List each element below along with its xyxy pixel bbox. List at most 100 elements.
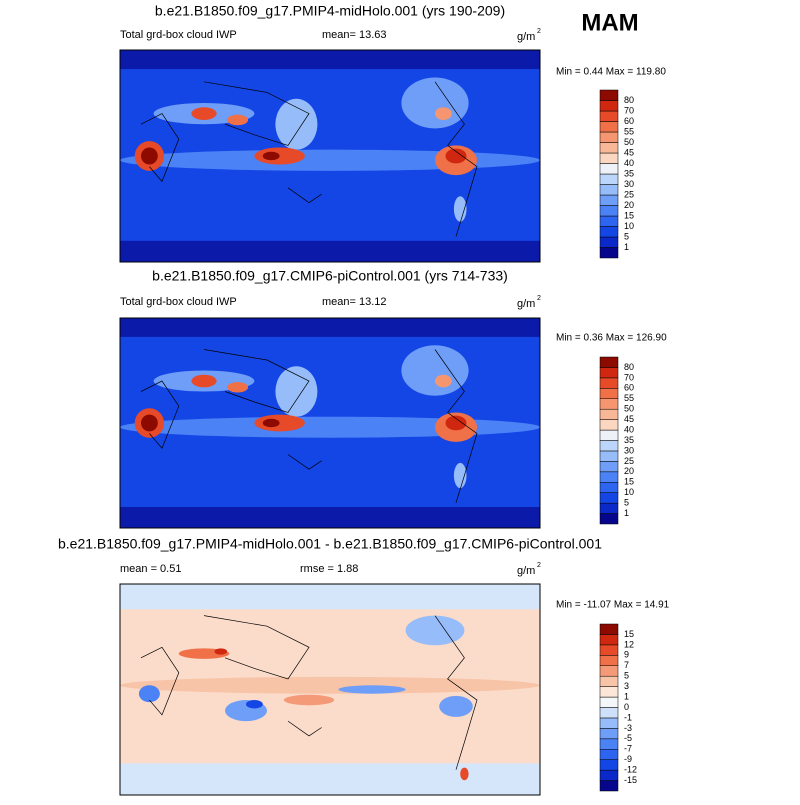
panel-title: b.e21.B1850.f09_g17.PMIP4-midHolo.001 - … xyxy=(58,536,602,552)
coastline xyxy=(434,81,478,237)
units-label: g/m xyxy=(517,31,535,43)
map-feature xyxy=(120,676,540,694)
map-feature xyxy=(120,416,540,438)
map-feature xyxy=(262,418,280,428)
min-max-label: Min = 0.36 Max = 126.90 xyxy=(556,333,667,344)
colorbar-box xyxy=(599,780,619,792)
colorbar-box xyxy=(599,623,619,635)
colorbar-label: -7 xyxy=(624,744,632,754)
colorbar-label: 15 xyxy=(624,629,634,639)
coastline xyxy=(203,615,310,680)
colorbar-box xyxy=(599,121,619,133)
colorbar-box xyxy=(599,367,619,379)
coastline xyxy=(287,187,322,204)
colorbar-label: 25 xyxy=(624,456,634,466)
colorbar-label: 45 xyxy=(624,414,634,424)
panel-title: b.e21.B1850.f09_g17.PMIP4-midHolo.001 (y… xyxy=(155,3,505,19)
colorbar-box xyxy=(599,236,619,248)
colorbar-box xyxy=(599,131,619,143)
colorbar-box xyxy=(599,634,619,646)
mean-label: mean= 13.12 xyxy=(322,296,387,308)
colorbar-label: 50 xyxy=(624,137,634,147)
colorbar-label: 70 xyxy=(624,372,634,382)
mean-label: mean = 0.51 xyxy=(120,563,181,575)
colorbar-label: 50 xyxy=(624,404,634,414)
colorbar-box xyxy=(599,398,619,410)
colorbar-label: 5 xyxy=(624,498,629,508)
map-feature xyxy=(214,648,228,655)
map-feature xyxy=(191,374,217,388)
map-feature xyxy=(120,507,540,528)
map-feature xyxy=(227,382,249,393)
colorbar-label: 7 xyxy=(624,660,629,670)
colorbar-box xyxy=(599,461,619,473)
colorbar-label: 40 xyxy=(624,424,634,434)
map-feature xyxy=(246,700,263,709)
colorbar-box xyxy=(599,717,619,729)
map-feature xyxy=(227,114,249,126)
map-feature xyxy=(120,318,540,337)
colorbar-box xyxy=(599,377,619,389)
colorbar-box xyxy=(599,728,619,740)
map-feature xyxy=(275,98,318,150)
colorbar-label: 30 xyxy=(624,445,634,455)
colorbar-label: 35 xyxy=(624,168,634,178)
colorbar-label: -12 xyxy=(624,765,637,775)
colorbar-box xyxy=(599,356,619,368)
colorbar-box xyxy=(599,696,619,708)
colorbar-label: 3 xyxy=(624,681,629,691)
colorbar-box xyxy=(599,152,619,164)
units-exponent: 2 xyxy=(537,562,541,569)
coastline xyxy=(203,349,310,413)
map-feature xyxy=(445,148,467,164)
min-max-label: Min = -11.07 Max = 14.91 xyxy=(556,600,670,611)
colorbar-label: 20 xyxy=(624,200,634,210)
colorbar-label: 1 xyxy=(624,691,629,701)
colorbar-box xyxy=(599,450,619,462)
colorbar-box xyxy=(599,142,619,154)
variable-label: Total grd-box cloud IWP xyxy=(120,296,237,308)
map-feature xyxy=(141,414,158,432)
colorbar-box xyxy=(599,100,619,112)
map-feature xyxy=(439,695,473,717)
colorbar-label: 5 xyxy=(624,671,629,681)
colorbar-box xyxy=(599,471,619,483)
colorbar-box xyxy=(599,686,619,698)
colorbar-label: 40 xyxy=(624,158,634,168)
map-feature xyxy=(405,615,465,646)
mean-label: mean= 13.63 xyxy=(322,29,387,41)
colorbar-box xyxy=(599,184,619,196)
map-border xyxy=(119,317,541,529)
units-label: g/m xyxy=(517,565,535,577)
map-border xyxy=(119,583,541,796)
colorbar-label: 25 xyxy=(624,189,634,199)
map-feature xyxy=(120,763,540,795)
colorbar-box xyxy=(599,665,619,677)
colorbar-box xyxy=(599,513,619,525)
map-feature xyxy=(445,415,467,431)
colorbar-label: -3 xyxy=(624,723,632,733)
colorbar-box xyxy=(599,247,619,259)
colorbar-box xyxy=(599,89,619,101)
map-feature xyxy=(435,107,452,120)
colorbar-box xyxy=(599,419,619,431)
colorbar-label: 60 xyxy=(624,383,634,393)
map-feature xyxy=(262,151,280,161)
map-feature xyxy=(283,694,335,706)
colorbar-box xyxy=(599,738,619,750)
colorbar-box xyxy=(599,707,619,719)
colorbar-label: 10 xyxy=(624,487,634,497)
colorbar-box xyxy=(599,759,619,771)
colorbar-label: 5 xyxy=(624,231,629,241)
colorbar-box xyxy=(599,644,619,656)
units-exponent: 2 xyxy=(537,28,541,35)
map-feature xyxy=(191,107,217,120)
colorbar-label: 10 xyxy=(624,221,634,231)
colorbar-box xyxy=(599,408,619,420)
map-feature xyxy=(120,240,540,262)
colorbar-box xyxy=(599,769,619,781)
colorbar-label: 30 xyxy=(624,179,634,189)
colorbar-box xyxy=(599,502,619,514)
colorbar-box xyxy=(599,440,619,452)
map-feature xyxy=(138,685,160,703)
